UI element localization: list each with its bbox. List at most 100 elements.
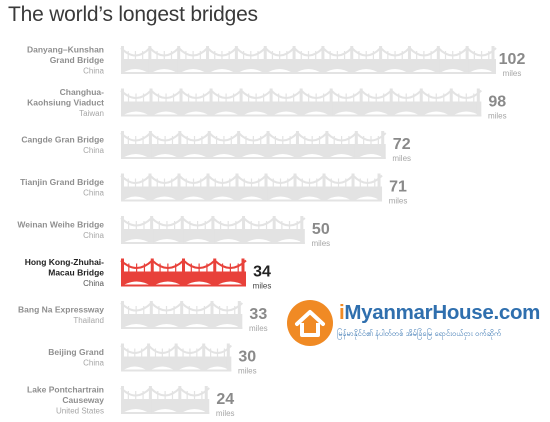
- bar-3-hanger: [301, 178, 303, 187]
- bar-3-arch: [237, 191, 267, 202]
- bar-1-hanger: [195, 93, 197, 102]
- bar-3-arch: [295, 191, 325, 202]
- bar-8-tower: [204, 386, 208, 414]
- bar-3-base: [121, 199, 383, 202]
- bar-5-hanger: [136, 263, 138, 272]
- bar-7-hanger: [141, 348, 143, 357]
- bar-0-arch: [207, 64, 237, 74]
- bar-2-tower: [178, 131, 182, 159]
- bar-0-hanger: [286, 51, 288, 59]
- bar-5-tower: [213, 258, 217, 287]
- bar-4-hanger: [158, 221, 160, 229]
- bar-1-hanger: [383, 93, 385, 102]
- bar-5-tower: [182, 258, 185, 287]
- bar-1-hanger: [217, 93, 220, 102]
- bar-7-hanger: [189, 348, 191, 357]
- imyanmarhouse-watermark: iMyanmarHouse.com မြန်မာနိုင်ငံ၏ နံပါတ်တ…: [287, 295, 549, 375]
- data-label: 24: [216, 391, 234, 408]
- data-label: 50: [312, 221, 330, 238]
- bar-2-hanger: [282, 136, 284, 144]
- bar-1-hanger: [285, 93, 287, 102]
- bar-0-tower: [263, 46, 267, 74]
- bar-2-hanger: [171, 136, 174, 144]
- bar-1-arch: [391, 106, 422, 117]
- bar-0-hanger: [365, 51, 367, 59]
- bar-0-hanger: [401, 51, 403, 59]
- data-label-unit: miles: [311, 239, 330, 248]
- bar-3-hanger: [345, 178, 347, 187]
- bar-5-hanger: [190, 263, 192, 272]
- bar-2-hanger: [215, 136, 218, 144]
- bar-3-tower: [351, 173, 355, 202]
- bar-1-hanger: [127, 93, 130, 102]
- bar-6-hanger: [135, 306, 137, 314]
- bar-4-hanger: [288, 221, 291, 229]
- bar-6-tower: [210, 301, 214, 329]
- bar-1-tower: [121, 88, 124, 117]
- bar-1-arch: [331, 106, 362, 117]
- bar-6-hanger: [203, 306, 206, 314]
- bar-0-arch: [265, 64, 295, 74]
- bar-5-arch: [183, 276, 215, 287]
- bar-3-arch: [121, 191, 151, 202]
- bar-3-arch: [208, 191, 238, 202]
- data-label-unit: miles: [238, 367, 257, 376]
- bar-label: Lake Pontchartrain: [27, 384, 104, 394]
- bar-0-hanger: [271, 51, 274, 59]
- bar-0-hanger: [163, 51, 165, 59]
- bar-2-tower: [354, 131, 358, 159]
- bar-2-arch: [297, 149, 327, 159]
- bar-0-tower: [206, 46, 210, 74]
- bar-8-hanger: [164, 391, 166, 399]
- bar-country: United States: [56, 406, 104, 415]
- bar-label: Grand Bridge: [50, 55, 105, 65]
- bar-0-hanger: [488, 51, 490, 59]
- bar-3-hanger: [258, 178, 260, 187]
- bar-0-hanger: [430, 51, 432, 59]
- bar-1-hanger: [135, 93, 137, 102]
- bar-0-tower: [465, 46, 469, 74]
- bar-1-hanger: [413, 93, 415, 102]
- bar-2-arch: [238, 149, 269, 159]
- bar-label: Bang Na Expressway: [18, 305, 104, 315]
- bar-0-arch: [178, 64, 208, 74]
- bar-1-hanger: [315, 93, 317, 102]
- bar-7-hanger: [127, 348, 129, 357]
- bar-6-arch: [211, 319, 243, 329]
- bar-0-arch: [351, 64, 381, 74]
- bar-1-tower: [209, 88, 213, 117]
- bar-7-hanger: [182, 348, 184, 357]
- bar-4-hanger: [135, 221, 137, 229]
- bar-label: Hong Kong-Zhuhai-: [25, 257, 104, 267]
- bar-2-tower: [121, 131, 124, 159]
- bar-0-hanger: [473, 51, 475, 59]
- bar-5-arch: [152, 276, 184, 287]
- bar-3-tower: [322, 173, 326, 202]
- bar-3-tower: [177, 173, 181, 202]
- bar-8-arch: [150, 404, 180, 414]
- bar-4-hanger: [174, 221, 176, 229]
- bar-3-hanger: [134, 178, 137, 187]
- bar-1-tower: [449, 88, 453, 117]
- bar-0-tower: [292, 46, 296, 74]
- bar-country: China: [83, 189, 104, 198]
- bar-2-hanger: [318, 136, 321, 144]
- bar-3-hanger: [279, 178, 282, 187]
- bar-country: Thailand: [73, 316, 104, 325]
- bar-label: Weinan Weihe Bridge: [17, 220, 104, 230]
- bar-4-hanger: [128, 221, 130, 229]
- bar-4-hanger: [258, 221, 260, 229]
- bar-0-hanger: [343, 51, 346, 59]
- bar-2-hanger: [142, 136, 144, 144]
- bar-3-hanger: [185, 178, 187, 187]
- bar-3-tower: [264, 173, 268, 202]
- data-label-unit: miles: [249, 324, 268, 333]
- bar-1-hanger: [428, 93, 430, 102]
- watermark-brand-rest: MyanmarHouse.com: [344, 301, 541, 324]
- bar-2-hanger: [157, 136, 159, 144]
- bar-0-hanger: [416, 51, 418, 59]
- bar-2-hanger: [340, 136, 343, 144]
- bar-label: Kaohsiung Viaduct: [27, 97, 104, 107]
